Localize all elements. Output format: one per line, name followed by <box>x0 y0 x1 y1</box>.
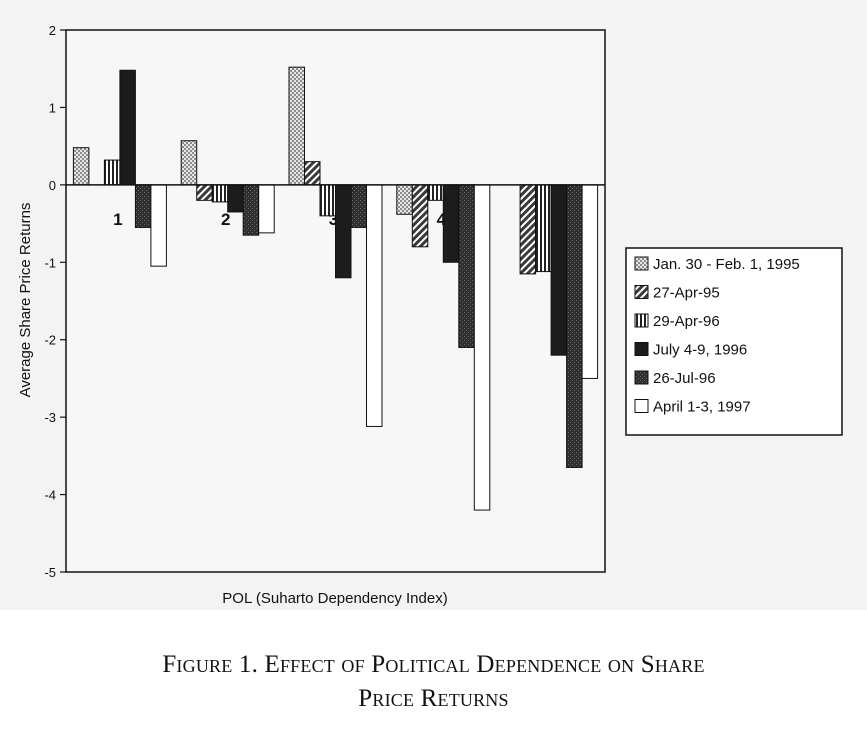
bar-series-3-cat-1 <box>103 159 121 186</box>
legend-label-3: 29-Apr-96 <box>653 313 720 330</box>
legend-swatch-4 <box>634 342 649 356</box>
bar-series-1-cat-2 <box>180 140 198 186</box>
caption-line-1: Figure 1. Effect of Political Dependence… <box>162 651 705 678</box>
legend-label-2: 27-Apr-95 <box>653 285 720 302</box>
legend-swatch-5 <box>634 370 649 385</box>
bar-series-6-cat-5 <box>581 184 599 379</box>
bar-series-5-cat-3 <box>350 184 367 228</box>
legend-label-5: 26-Jul-96 <box>653 370 716 387</box>
bar-series-5-cat-5 <box>566 184 583 468</box>
category-label: 4 <box>437 210 447 229</box>
x-axis-title: POL (Suharto Dependency Index) <box>222 590 447 607</box>
bar-series-3-cat-3 <box>319 184 336 217</box>
bar-series-3-cat-4 <box>427 184 444 201</box>
bar-series-4-cat-5 <box>550 184 568 356</box>
plot-area <box>65 29 606 573</box>
category-label: 1 <box>113 210 122 229</box>
y-tick-label: -5 <box>44 565 56 580</box>
legend-swatch-6 <box>634 399 649 413</box>
legend-label-6: April 1-3, 1997 <box>653 399 751 416</box>
legend-label-4: July 4-9, 1996 <box>653 342 747 359</box>
y-axis: 2 1 0 -1 -2 -3 -4 -5 <box>44 23 66 580</box>
y-tick-label: 1 <box>49 100 56 115</box>
bar-series-6-cat-4 <box>473 184 491 511</box>
legend-swatch-2 <box>634 285 649 299</box>
category-label: 2 <box>221 210 230 229</box>
bar-series-2-cat-4 <box>411 184 429 248</box>
y-tick-label: -3 <box>44 410 56 425</box>
bar-series-6-cat-1 <box>150 184 167 267</box>
bar-series-6-cat-2 <box>258 184 275 234</box>
bar-chart: 210-1-2-3-4-5 12345 POL (Suharto Depende… <box>17 23 843 607</box>
y-tick-label: -4 <box>44 488 56 503</box>
bar-series-3-cat-5 <box>535 184 552 273</box>
legend-label-1: Jan. 30 - Feb. 1, 1995 <box>653 256 800 273</box>
bar-series-2-cat-2 <box>196 184 213 201</box>
legend-swatch-1 <box>634 256 649 271</box>
bar-series-4-cat-3 <box>335 184 352 279</box>
bar-series-5-cat-1 <box>134 184 152 228</box>
y-tick-label: 0 <box>49 178 56 193</box>
y-tick-label: 2 <box>49 23 56 38</box>
legend-swatch-3 <box>634 313 649 328</box>
y-axis-title: Average Share Price Returns <box>17 203 34 398</box>
bar-series-1-cat-4 <box>396 184 413 215</box>
bar-series-6-cat-3 <box>366 184 383 427</box>
bar-series-3-cat-2 <box>211 184 229 203</box>
legend-box <box>625 247 843 436</box>
bar-series-4-cat-2 <box>227 184 244 213</box>
bar-series-4-cat-1 <box>119 69 136 186</box>
bar-series-2-cat-5 <box>519 184 537 275</box>
y-tick-label: -1 <box>44 255 56 270</box>
bar-series-5-cat-4 <box>458 184 475 348</box>
figure-caption: Figure 1. Effect of Political Dependence… <box>0 648 867 716</box>
caption-line-2: Price Returns <box>358 685 509 712</box>
bar-series-1-cat-1 <box>72 147 90 186</box>
category-label: 3 <box>329 210 338 229</box>
y-tick-label: -2 <box>44 333 56 348</box>
bar-series-4-cat-4 <box>442 184 460 263</box>
bar-series-5-cat-2 <box>242 184 260 236</box>
bar-series-2-cat-3 <box>304 161 321 186</box>
legend: Jan. 30 - Feb. 1, 1995 27-Apr-95 29-Apr-96… <box>625 247 843 436</box>
bar-series-1-cat-3 <box>288 66 305 186</box>
